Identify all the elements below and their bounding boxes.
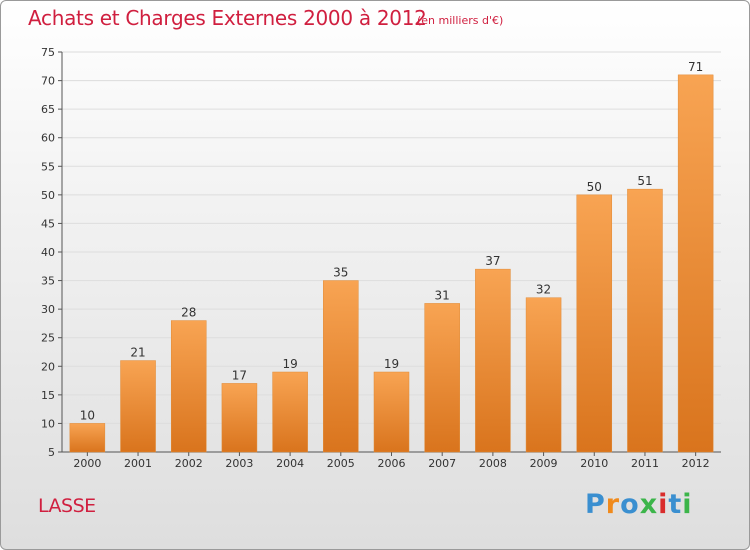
bar — [677, 74, 714, 453]
bar — [373, 371, 410, 453]
chart-title: Achats et Charges Externes 2000 à 2012 — [28, 6, 427, 30]
x-tick-label: 2004 — [276, 457, 304, 470]
y-tick-label: 70 — [41, 75, 55, 88]
chart-unit: (en milliers d'€) — [417, 14, 504, 27]
logo-letter: x — [639, 489, 659, 520]
x-tick-label: 2001 — [124, 457, 152, 470]
x-tick-label: 2002 — [175, 457, 203, 470]
data-label: 51 — [637, 174, 652, 188]
data-label: 35 — [333, 266, 348, 280]
x-tick-label: 2006 — [378, 457, 406, 470]
y-tick-label: 65 — [41, 103, 55, 116]
data-label: 17 — [232, 368, 247, 382]
y-tick-label: 45 — [41, 217, 55, 230]
data-label: 19 — [384, 357, 399, 371]
bar — [424, 303, 460, 453]
y-tick-label: 35 — [41, 275, 55, 288]
logo-letter: P — [585, 489, 606, 520]
logo-letter: o — [620, 489, 640, 520]
bar — [525, 297, 562, 453]
logo-letter: r — [605, 489, 621, 520]
bar — [272, 371, 308, 453]
logo-letter: i — [682, 489, 693, 520]
data-label: 37 — [485, 254, 500, 268]
logo-letter: i — [658, 489, 669, 520]
y-tick-label: 30 — [41, 303, 55, 316]
x-tick-label: 2009 — [530, 457, 558, 470]
y-tick-label: 55 — [41, 160, 55, 173]
data-label: 21 — [130, 346, 145, 360]
x-tick-label: 2010 — [580, 457, 608, 470]
data-label: 32 — [536, 283, 551, 297]
x-tick-label: 2012 — [682, 457, 710, 470]
bar — [323, 280, 359, 453]
bar — [120, 360, 156, 453]
x-tick-label: 2005 — [327, 457, 355, 470]
y-tick-label: 15 — [41, 389, 55, 402]
labels: 5 10 15 20 25 30 35 40 45 50 55 60 65 70 75 2000 10 2001 2… — [41, 46, 710, 470]
data-label: 19 — [282, 357, 297, 371]
bar — [170, 320, 207, 453]
logo-letter: t — [668, 489, 683, 520]
x-tick-label: 2000 — [73, 457, 101, 470]
bar — [475, 268, 511, 453]
y-tick-label: 25 — [41, 332, 55, 345]
x-tick-label: 2011 — [631, 457, 659, 470]
y-tick-label: 50 — [41, 189, 55, 202]
y-tick-label: 60 — [41, 132, 55, 145]
x-tick-label: 2008 — [479, 457, 507, 470]
data-label: 50 — [587, 180, 602, 194]
bars — [69, 74, 714, 453]
bar — [627, 188, 663, 453]
bar — [69, 423, 106, 453]
y-tick-label: 5 — [48, 446, 55, 459]
data-label: 10 — [80, 408, 95, 422]
data-label: 71 — [688, 60, 703, 74]
data-label: 31 — [435, 288, 450, 302]
y-tick-label: 20 — [41, 360, 55, 373]
x-tick-label: 2007 — [428, 457, 456, 470]
y-tick-label: 75 — [41, 46, 55, 59]
proxiti-logo: Proxiti — [585, 489, 693, 520]
data-label: 28 — [181, 306, 196, 320]
x-tick-label: 2003 — [225, 457, 253, 470]
bar — [221, 383, 258, 453]
y-tick-label: 10 — [41, 417, 55, 430]
bar — [576, 194, 613, 453]
commune-name: LASSE — [38, 495, 96, 517]
y-tick-label: 40 — [41, 246, 55, 259]
